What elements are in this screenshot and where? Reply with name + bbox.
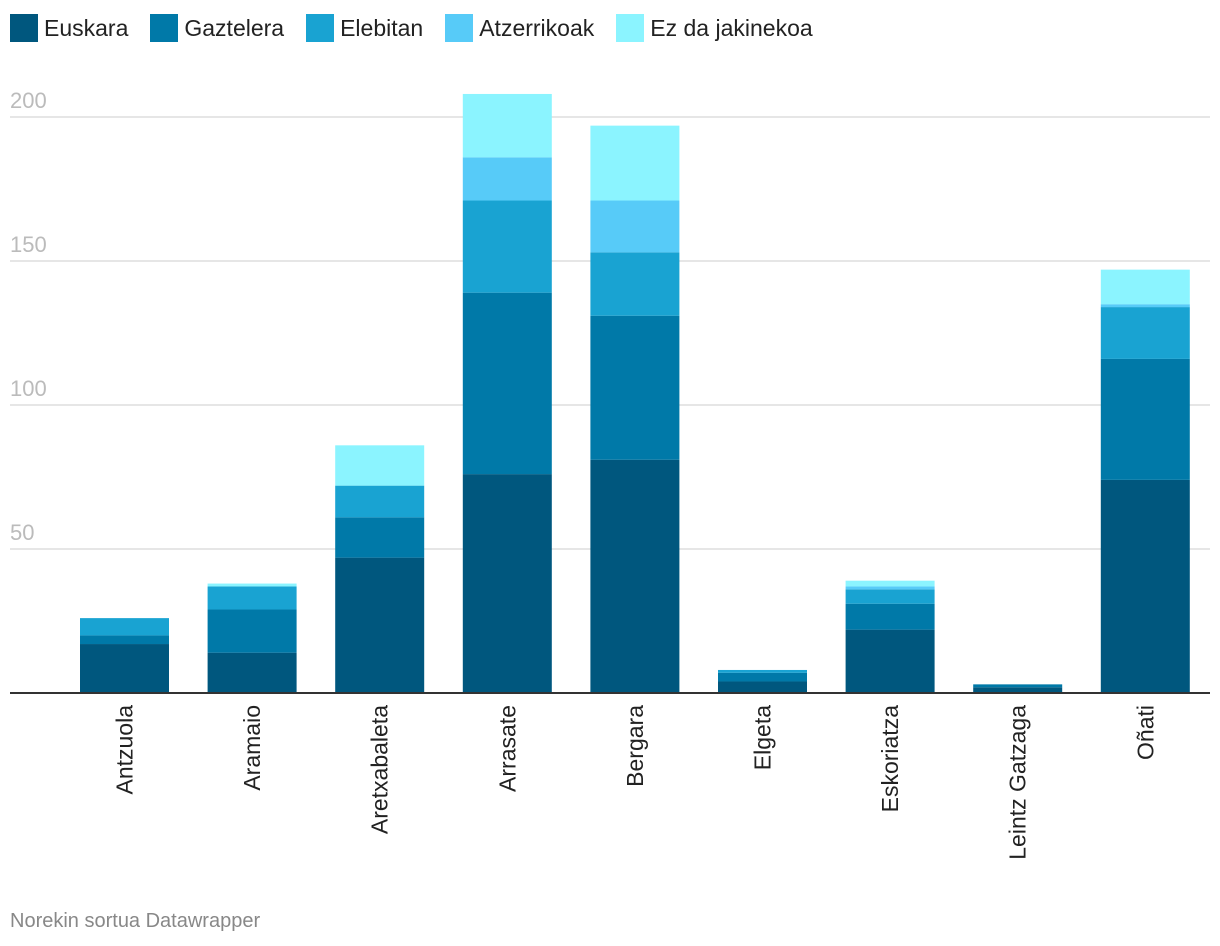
x-tick-label: Bergara xyxy=(622,705,648,787)
x-tick-label: Aramaio xyxy=(239,705,265,791)
legend-item-ez-da-jakinekoa: Ez da jakinekoa xyxy=(616,14,813,42)
bar-segment xyxy=(462,292,552,475)
bars xyxy=(80,93,1190,693)
bar-segment xyxy=(335,517,425,558)
legend-label-euskara: Euskara xyxy=(44,14,129,41)
legend-label-elebitan: Elebitan xyxy=(340,14,424,41)
bar-segment xyxy=(80,644,169,693)
bar-segment xyxy=(462,474,552,693)
bar-segment xyxy=(335,445,425,486)
legend-swatch-euskara xyxy=(10,14,38,42)
legend-item-elebitan: Elebitan xyxy=(306,14,423,42)
y-tick-label: 150 xyxy=(10,232,47,257)
bar-segment xyxy=(207,586,297,610)
bar-segment xyxy=(207,652,297,693)
bar-segment xyxy=(718,681,807,693)
x-tick-label: Eskoriatza xyxy=(877,705,903,813)
y-tick-label: 100 xyxy=(10,376,47,401)
bar-segment xyxy=(845,586,935,590)
x-tick-label: Arrasate xyxy=(494,705,520,792)
bar-segment xyxy=(845,589,935,604)
x-tick-label: Antzuola xyxy=(112,705,138,795)
legend-item-atzerrikoak: Atzerrikoak xyxy=(445,14,594,42)
bar-segment xyxy=(590,125,680,201)
bar-segment xyxy=(973,687,1063,693)
bar-segment xyxy=(1100,358,1190,480)
legend-swatch-atzerrikoak xyxy=(445,14,474,42)
legend-label-gaztelera: Gaztelera xyxy=(184,14,285,41)
bar-segment xyxy=(845,603,935,630)
legend-swatch-ez-da-jakinekoa xyxy=(616,14,645,42)
legend-item-euskara: Euskara xyxy=(10,14,128,42)
legend-swatch-elebitan xyxy=(306,14,335,42)
bar-segment xyxy=(1100,269,1190,305)
bar-segment xyxy=(718,672,807,682)
credit-footer: Norekin sortua Datawrapper xyxy=(10,910,261,932)
legend-swatch-gaztelera xyxy=(150,14,179,42)
legend-label-ez-da-jakinekoa: Ez da jakinekoa xyxy=(650,14,813,41)
x-tick-label: Elgeta xyxy=(750,705,776,770)
bar-segment xyxy=(590,252,680,316)
legend-item-gaztelera: Gaztelera xyxy=(150,14,284,42)
bar-segment xyxy=(462,157,552,201)
bar-segment xyxy=(973,684,1063,688)
x-tick-label: Aretxabaleta xyxy=(367,705,393,834)
bar-segment xyxy=(207,583,297,587)
bar-segment xyxy=(462,93,552,158)
bar-segment xyxy=(718,669,807,673)
bar-segment xyxy=(1100,479,1190,693)
bar-segment xyxy=(590,459,680,693)
bar-segment xyxy=(335,485,425,518)
bar-segment xyxy=(335,557,425,693)
y-tick-label: 50 xyxy=(10,520,34,545)
bar-segment xyxy=(80,618,169,636)
axes: Antzuola Aramaio Aretxabaleta Arrasate Berga… xyxy=(10,692,1210,860)
bar-segment xyxy=(590,315,680,460)
bar-segment xyxy=(845,629,935,693)
y-tick-label: 200 xyxy=(10,88,47,113)
legend: Euskara Gaztelera Elebitan Atzerrikoak E… xyxy=(10,13,835,43)
x-tick-label: Leintz Gatzaga xyxy=(1005,705,1031,860)
bar-segment xyxy=(845,580,935,587)
bar-segment xyxy=(1100,307,1190,359)
bar-segment xyxy=(80,635,169,645)
legend-label-atzerrikoak: Atzerrikoak xyxy=(479,14,595,41)
bar-segment xyxy=(207,609,297,653)
bar-segment xyxy=(462,200,552,293)
bar-segment xyxy=(1100,304,1190,308)
bar-segment xyxy=(590,200,680,253)
x-tick-label: Oñati xyxy=(1132,705,1158,760)
